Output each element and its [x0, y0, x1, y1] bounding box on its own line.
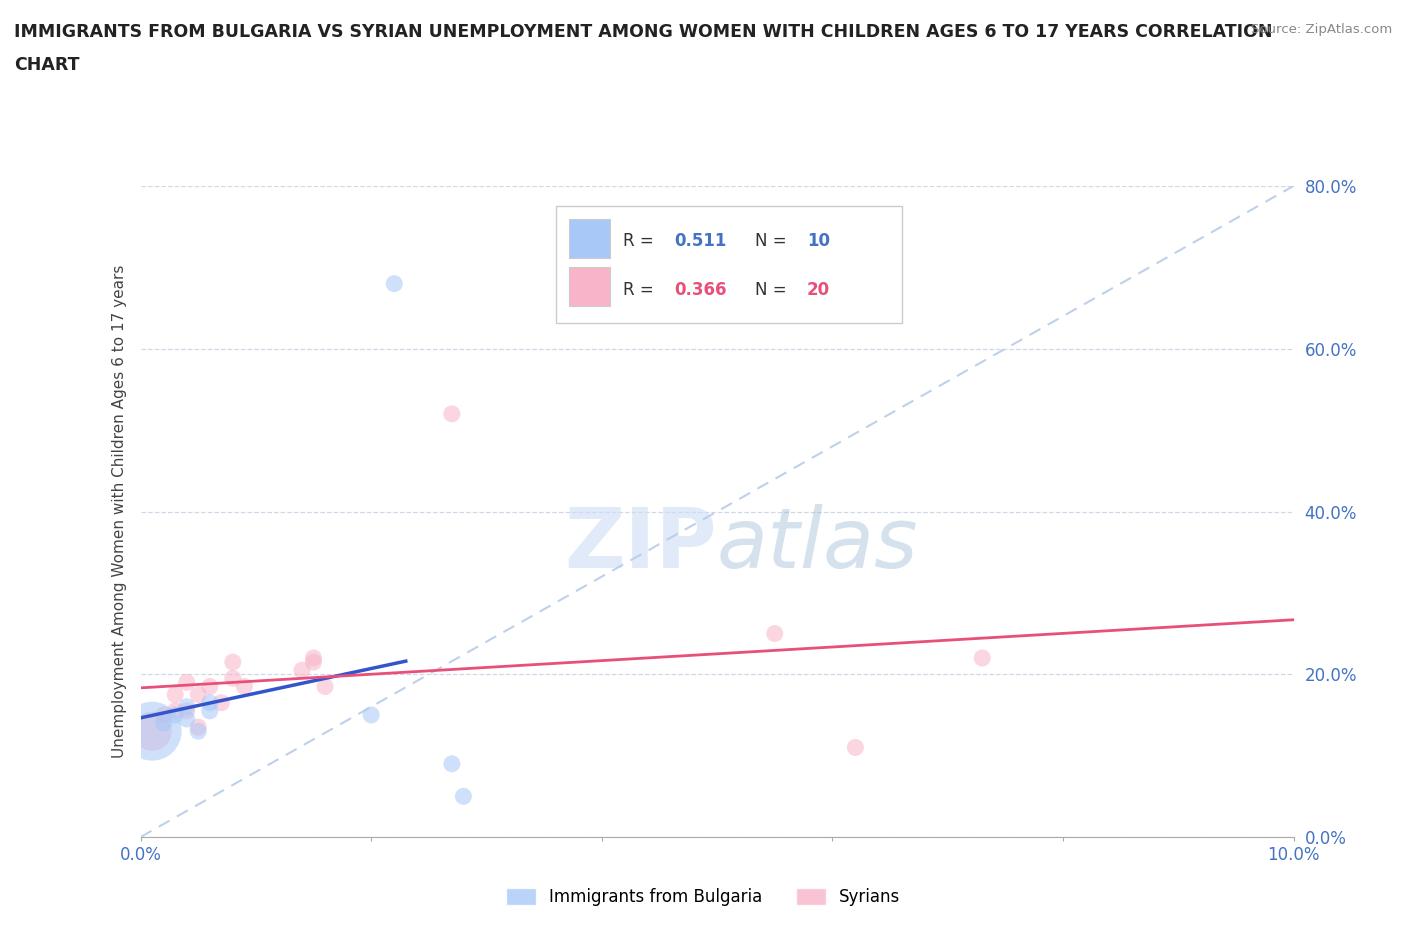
- Point: [314, 679, 336, 694]
- Text: IMMIGRANTS FROM BULGARIA VS SYRIAN UNEMPLOYMENT AMONG WOMEN WITH CHILDREN AGES 6: IMMIGRANTS FROM BULGARIA VS SYRIAN UNEMP…: [14, 23, 1272, 41]
- Text: ZIP: ZIP: [565, 503, 717, 585]
- Text: 0.366: 0.366: [675, 281, 727, 299]
- Point: [141, 724, 163, 738]
- Point: [152, 716, 174, 731]
- Point: [382, 276, 405, 291]
- Point: [187, 687, 209, 702]
- Point: [360, 708, 382, 723]
- Text: atlas: atlas: [717, 503, 918, 585]
- Point: [440, 756, 463, 771]
- Point: [187, 724, 209, 738]
- Point: [291, 663, 314, 678]
- Point: [209, 696, 232, 711]
- Point: [165, 703, 187, 718]
- Point: [176, 703, 198, 718]
- Point: [176, 711, 198, 726]
- Point: [141, 724, 163, 738]
- Text: N =: N =: [755, 232, 792, 250]
- Text: Source: ZipAtlas.com: Source: ZipAtlas.com: [1251, 23, 1392, 36]
- Text: R =: R =: [623, 281, 658, 299]
- Point: [222, 655, 245, 670]
- Text: CHART: CHART: [14, 56, 80, 73]
- Point: [453, 789, 475, 804]
- Point: [972, 651, 994, 666]
- Point: [844, 740, 866, 755]
- Text: R =: R =: [623, 232, 658, 250]
- Point: [187, 720, 209, 735]
- Point: [233, 679, 256, 694]
- Point: [198, 703, 221, 718]
- Text: N =: N =: [755, 281, 792, 299]
- Point: [198, 679, 221, 694]
- FancyBboxPatch shape: [555, 206, 901, 323]
- Point: [165, 708, 187, 723]
- Point: [176, 699, 198, 714]
- Y-axis label: Unemployment Among Women with Children Ages 6 to 17 years: Unemployment Among Women with Children A…: [111, 265, 127, 758]
- Text: 10: 10: [807, 232, 830, 250]
- Bar: [569, 219, 610, 258]
- Point: [763, 626, 786, 641]
- Point: [176, 675, 198, 690]
- Point: [165, 687, 187, 702]
- Text: 0.511: 0.511: [675, 232, 727, 250]
- Text: 20: 20: [807, 281, 830, 299]
- Bar: [569, 268, 610, 307]
- Point: [222, 671, 245, 685]
- Point: [198, 696, 221, 711]
- Point: [302, 651, 325, 666]
- Point: [302, 655, 325, 670]
- Point: [440, 406, 463, 421]
- Legend: Immigrants from Bulgaria, Syrians: Immigrants from Bulgaria, Syrians: [499, 881, 907, 912]
- Point: [152, 708, 174, 723]
